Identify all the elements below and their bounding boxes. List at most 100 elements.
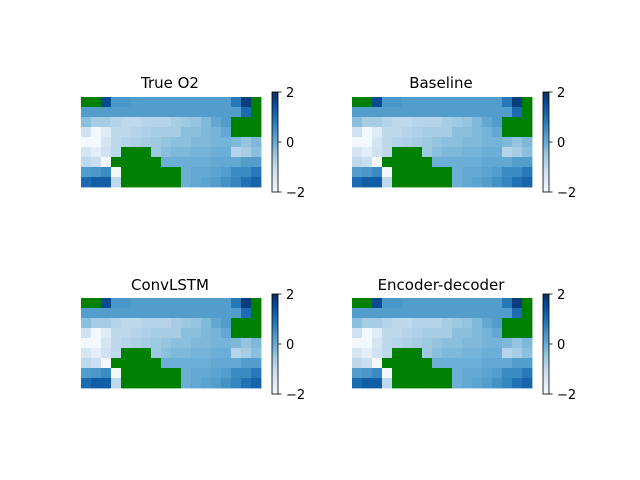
panel-title: Baseline <box>409 74 473 92</box>
heatmap-cell <box>201 358 212 369</box>
land-mask-cell <box>412 147 423 158</box>
colorbar-segment <box>272 300 278 303</box>
colorbar-segment <box>543 168 549 171</box>
heatmap-cell <box>422 97 433 108</box>
heatmap-cell <box>442 97 453 108</box>
heatmap-cell <box>201 127 212 138</box>
colorbar-segment <box>272 370 278 373</box>
heatmap-cell <box>392 117 403 128</box>
heatmap-cell <box>161 298 172 309</box>
colorbar-segment <box>543 390 549 393</box>
land-mask-cell <box>392 348 403 359</box>
heatmap-cell <box>422 338 433 349</box>
heatmap-cell <box>472 97 483 108</box>
heatmap-cell <box>151 308 162 319</box>
heatmap-cell <box>91 157 102 168</box>
land-mask-cell <box>382 157 393 168</box>
heatmap-cell <box>452 328 463 339</box>
heatmap-cell <box>131 137 142 148</box>
heatmap-cell <box>201 117 212 128</box>
heatmap-cell <box>482 177 493 188</box>
heatmap-cell <box>181 348 192 359</box>
heatmap-cell <box>362 328 373 339</box>
heatmap-cell <box>472 298 483 309</box>
colorbar-segment <box>272 338 278 341</box>
heatmap-cell <box>362 157 373 168</box>
colorbar-segment <box>543 360 549 363</box>
heatmap-cell <box>111 368 122 379</box>
colorbar-segment <box>272 324 278 327</box>
heatmap-cell <box>442 328 453 339</box>
heatmap-cell <box>422 308 433 319</box>
heatmap-cell <box>241 137 252 148</box>
heatmap-cell <box>221 308 232 319</box>
land-mask-cell <box>502 318 513 329</box>
heatmap-cell <box>512 147 523 158</box>
colorbar-segment <box>272 130 278 133</box>
heatmap-cell <box>512 338 523 349</box>
heatmap-cell <box>111 177 122 188</box>
colorbar-segment <box>272 314 278 317</box>
heatmap-cell <box>472 137 483 148</box>
land-mask-cell <box>412 378 423 389</box>
land-mask-cell <box>522 107 533 118</box>
heatmap-cell <box>121 137 132 148</box>
heatmap-cell <box>191 137 202 148</box>
land-mask-cell <box>131 167 142 178</box>
colorbar-segment <box>543 106 549 109</box>
colorbar-tick-label: 0 <box>557 338 565 353</box>
heatmap-cell <box>231 157 242 168</box>
heatmap-cell <box>382 338 393 349</box>
heatmap-cell <box>101 167 112 178</box>
heatmap-cell <box>402 318 413 329</box>
colorbar-segment <box>272 188 278 191</box>
land-mask-cell <box>141 358 152 369</box>
land-mask-cell <box>231 127 242 138</box>
colorbar-segment <box>543 124 549 127</box>
heatmap-cells <box>81 298 262 389</box>
heatmap-cell <box>191 127 202 138</box>
heatmap-cell <box>211 167 222 178</box>
colorbar-segment <box>272 112 278 115</box>
colorbar-segment <box>543 150 549 153</box>
heatmap-cell <box>462 318 473 329</box>
heatmap-cell <box>231 298 242 309</box>
heatmap-cell <box>211 97 222 108</box>
heatmap-cell <box>362 107 373 118</box>
heatmap-cell <box>512 308 523 319</box>
heatmap-cell <box>502 378 513 389</box>
heatmap-cell <box>462 97 473 108</box>
heatmap-cell <box>181 378 192 389</box>
heatmap-cell <box>392 97 403 108</box>
heatmap-cell <box>492 368 503 379</box>
heatmap-cell <box>251 348 262 359</box>
heatmap-cell <box>251 338 262 349</box>
land-mask-cell <box>231 318 242 329</box>
colorbar-segment <box>543 122 549 125</box>
colorbar-segment <box>272 162 278 165</box>
heatmap-cell <box>121 318 132 329</box>
land-mask-cell <box>512 318 523 329</box>
heatmap-cell <box>502 338 513 349</box>
land-mask-cell <box>432 378 443 389</box>
land-mask-cell <box>121 147 132 158</box>
heatmap-cell <box>512 137 523 148</box>
colorbar <box>542 293 553 395</box>
heatmap-cell <box>241 157 252 168</box>
colorbar-segment <box>543 142 549 145</box>
heatmap-cell <box>452 177 463 188</box>
heatmap-cell <box>171 328 182 339</box>
colorbar-tick-label: 0 <box>286 136 294 151</box>
panel-title: True O2 <box>140 74 199 92</box>
heatmap-cells <box>352 298 533 389</box>
heatmap-cell <box>201 338 212 349</box>
heatmap-cell <box>91 147 102 158</box>
land-mask-cell <box>151 358 162 369</box>
heatmap-cell <box>161 137 172 148</box>
colorbar-segment <box>272 124 278 127</box>
heatmap-cell <box>422 107 433 118</box>
colorbar-segment <box>543 164 549 167</box>
heatmap-cell <box>522 348 533 359</box>
heatmap-cell <box>452 167 463 178</box>
